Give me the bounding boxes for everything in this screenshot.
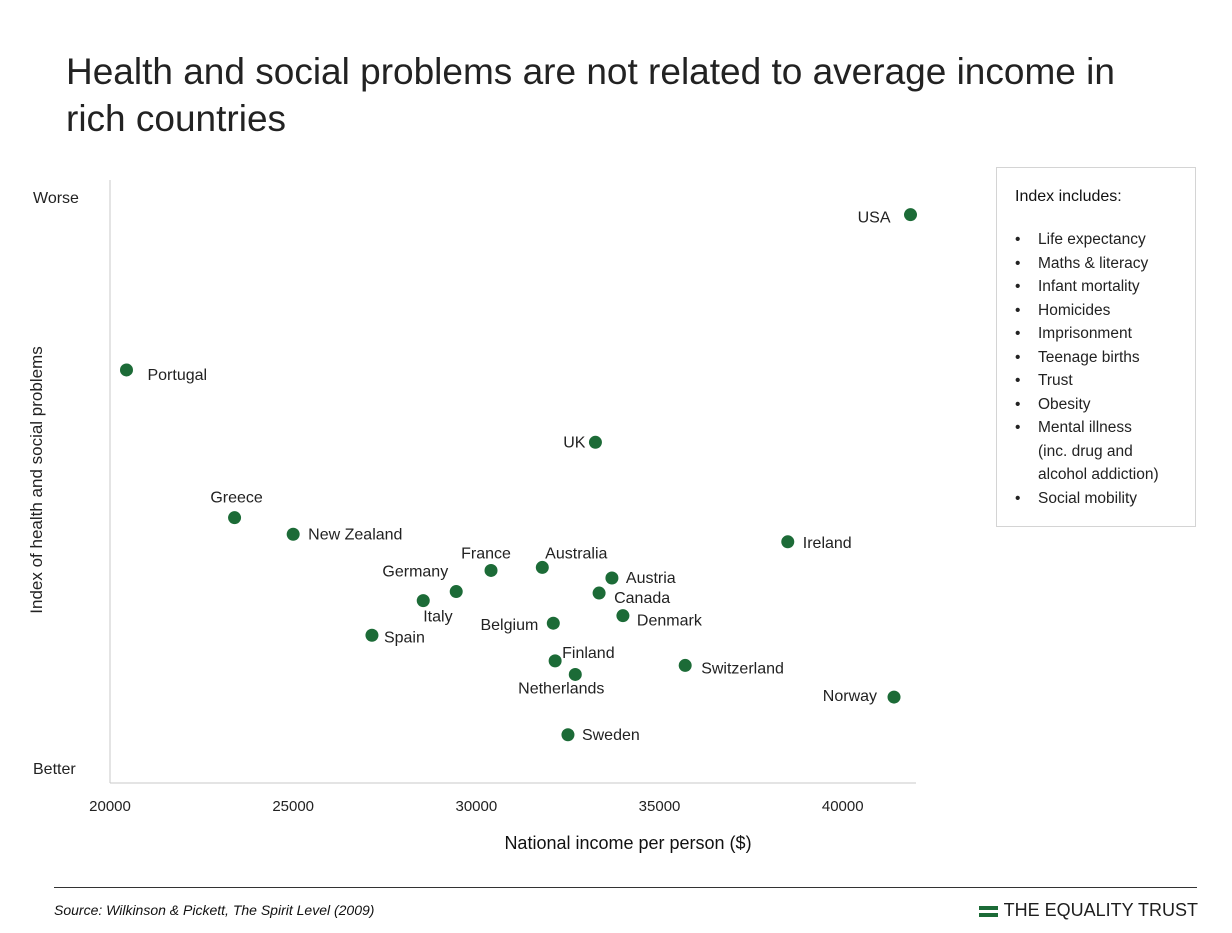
data-point xyxy=(546,616,560,630)
y-axis-worse-label: Worse xyxy=(33,190,79,207)
footer-divider xyxy=(54,887,1197,888)
index-legend-box: Index includes: Life expectancy Maths & … xyxy=(996,167,1196,527)
y-axis-better-label: Better xyxy=(33,761,76,778)
brand-logo: THE EQUALITY TRUST xyxy=(978,900,1198,921)
point-label: Netherlands xyxy=(518,680,604,697)
point-label: Denmark xyxy=(637,613,703,630)
data-point xyxy=(678,658,692,672)
data-point xyxy=(887,690,901,704)
point-label: USA xyxy=(858,210,891,227)
data-point xyxy=(416,594,430,608)
legend-item: Imprisonment xyxy=(1015,322,1185,346)
data-point xyxy=(365,628,379,642)
equals-icon xyxy=(978,905,998,917)
x-tick-label: 35000 xyxy=(639,798,681,815)
legend-title: Index includes: xyxy=(1015,188,1122,205)
point-label: Greece xyxy=(210,490,263,507)
point-label: Austria xyxy=(626,570,676,587)
legend-item-label: Mental illness xyxy=(1038,419,1132,436)
legend-item: Trust xyxy=(1015,369,1185,393)
point-label: France xyxy=(461,545,511,562)
data-point xyxy=(119,363,133,377)
data-point xyxy=(904,208,918,222)
point-label: New Zealand xyxy=(308,526,402,543)
legend-item-note: (inc. drug and alcohol addiction) xyxy=(1038,442,1159,484)
data-point xyxy=(535,560,549,574)
legend-item: Infant mortality xyxy=(1015,275,1185,299)
scatter-chart: 20000 25000 30000 35000 40000 National income… xyxy=(27,180,918,853)
legend-item: Mental illness (inc. drug and alcohol ad… xyxy=(1015,416,1185,487)
source-citation: Source: Wilkinson & Pickett, The Spirit … xyxy=(54,902,375,918)
data-point xyxy=(616,609,630,623)
point-label: UK xyxy=(563,434,586,451)
data-point xyxy=(548,654,562,668)
x-axis-label: National income per person ($) xyxy=(504,833,751,853)
data-point xyxy=(228,511,242,525)
legend-item: Life expectancy xyxy=(1015,228,1185,252)
point-label: Canada xyxy=(614,590,670,607)
legend-item: Obesity xyxy=(1015,393,1185,417)
point-label: Ireland xyxy=(803,535,852,552)
legend-item: Teenage births xyxy=(1015,346,1185,370)
legend-item: Maths & literacy xyxy=(1015,252,1185,276)
data-point xyxy=(605,571,619,585)
data-point xyxy=(449,585,463,599)
x-tick-label: 25000 xyxy=(272,798,314,815)
legend-item: Social mobility xyxy=(1015,487,1185,511)
x-tick-label: 30000 xyxy=(456,798,498,815)
point-label: Australia xyxy=(545,545,607,562)
x-tick-label: 20000 xyxy=(89,798,131,815)
data-point xyxy=(286,527,300,541)
data-point xyxy=(568,667,582,681)
brand-name: THE EQUALITY TRUST xyxy=(1003,900,1198,920)
point-label: Spain xyxy=(384,629,425,646)
data-point xyxy=(592,586,606,600)
legend-item: Homicides xyxy=(1015,299,1185,323)
legend-list: Life expectancy Maths & literacy Infant … xyxy=(1015,228,1185,510)
chart-title: Health and social problems are not relat… xyxy=(66,51,1115,139)
point-label: Sweden xyxy=(582,727,640,744)
point-label: Belgium xyxy=(480,617,538,634)
data-point xyxy=(561,728,575,742)
point-label: Italy xyxy=(423,609,452,626)
point-label: Germany xyxy=(382,564,448,581)
point-label: Portugal xyxy=(147,367,207,384)
y-axis-label: Index of health and social problems xyxy=(27,346,46,613)
data-point xyxy=(781,535,795,549)
point-label: Norway xyxy=(823,688,877,705)
point-label: Switzerland xyxy=(701,660,784,677)
point-label: Finland xyxy=(562,645,614,662)
data-point xyxy=(484,563,498,577)
data-point xyxy=(588,435,602,449)
x-tick-label: 40000 xyxy=(822,798,864,815)
